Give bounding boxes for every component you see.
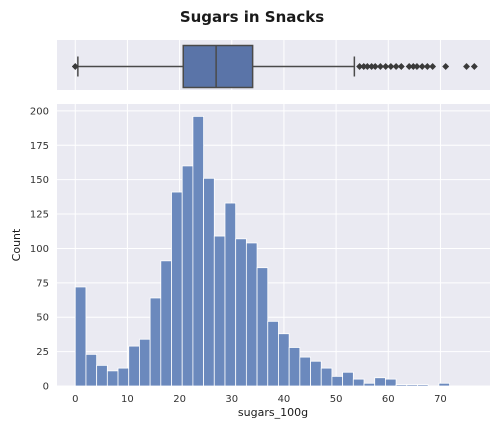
histogram-bar: [213, 235, 226, 387]
histogram-bars: [74, 115, 450, 387]
histogram-bar: [299, 356, 311, 387]
histogram-bar: [245, 242, 258, 387]
x-tick-label: 10: [121, 394, 134, 405]
histogram-bar: [149, 297, 162, 387]
boxplot-outlier: [418, 62, 426, 71]
histogram-bar: [203, 177, 215, 387]
histogram-bar: [374, 377, 386, 387]
histogram-panel: 0 10 20 30 40 50 60 70 0 25 50 75 100 125 150 175 200: [30, 104, 490, 405]
histogram-bar: [288, 347, 301, 387]
histogram-bar: [235, 238, 247, 387]
boxplot: [71, 44, 478, 89]
x-tick-label: 40: [278, 394, 291, 405]
y-tick-label: 150: [30, 175, 49, 186]
histogram-bar: [406, 384, 418, 387]
x-tick-label: 50: [330, 394, 343, 405]
histogram-bar: [224, 202, 237, 387]
histogram-bar: [171, 191, 183, 387]
histogram-bar: [128, 345, 140, 387]
histogram-bar: [85, 353, 98, 387]
histogram-bar: [352, 378, 365, 387]
chart-title: Sugars in Snacks: [180, 8, 324, 26]
histogram-bar: [385, 378, 397, 387]
y-axis-label: Count: [10, 228, 23, 261]
x-tick-labels: 0 10 20 30 40 50 60 70: [72, 394, 447, 405]
y-tick-label: 200: [30, 106, 49, 117]
boxplot-outlier: [462, 62, 471, 71]
y-tick-label: 100: [30, 244, 49, 255]
histogram-bar: [256, 267, 269, 387]
x-axis-label: sugars_100g: [238, 406, 308, 419]
histogram-bar: [160, 260, 172, 387]
y-tick-label: 0: [43, 382, 49, 393]
boxplot-outlier: [371, 62, 379, 71]
histogram-bar: [192, 115, 204, 387]
histogram-bar: [74, 286, 87, 387]
boxplot-panel: [57, 40, 490, 90]
histogram-bar: [106, 370, 119, 387]
histogram-bar: [267, 320, 279, 387]
boxplot-outlier: [397, 62, 405, 71]
boxplot-outlier: [392, 62, 400, 71]
boxplot-box: [182, 44, 254, 89]
histogram-bar: [278, 333, 290, 387]
histogram-bar: [417, 384, 429, 387]
boxplot-outlier: [387, 62, 395, 71]
histogram-bar: [438, 382, 450, 387]
histogram-bar: [342, 371, 354, 387]
boxplot-background: [57, 40, 490, 90]
boxplot-outlier: [423, 62, 431, 71]
y-tick-label: 75: [36, 278, 49, 289]
y-tick-label: 175: [30, 141, 49, 152]
x-tick-label: 0: [72, 394, 78, 405]
histogram-bar: [363, 382, 376, 387]
histogram-bar: [117, 367, 130, 387]
boxplot-outlier: [442, 62, 450, 71]
histogram-bar: [320, 367, 333, 387]
boxplot-outlier: [429, 62, 437, 71]
histogram-bar: [331, 375, 344, 387]
histogram-bar: [181, 165, 194, 387]
boxplot-outlier: [376, 62, 384, 71]
y-tick-label: 50: [36, 313, 49, 324]
y-tick-labels: 0 25 50 75 100 125 150 175 200: [30, 106, 49, 392]
histogram-bar: [395, 384, 408, 387]
histogram-bar: [96, 364, 108, 387]
histogram-bar: [310, 360, 322, 387]
histogram-bar: [139, 338, 151, 387]
boxplot-outlier: [382, 62, 390, 71]
x-tick-label: 60: [382, 394, 395, 405]
boxplot-outlier: [470, 62, 478, 71]
x-tick-label: 30: [225, 394, 238, 405]
y-tick-label: 25: [36, 347, 49, 358]
y-tick-label: 125: [30, 210, 49, 221]
boxplot-outlier: [71, 62, 79, 71]
x-tick-label: 20: [173, 394, 186, 405]
x-tick-label: 70: [434, 394, 447, 405]
boxplot-outlier: [413, 62, 421, 71]
